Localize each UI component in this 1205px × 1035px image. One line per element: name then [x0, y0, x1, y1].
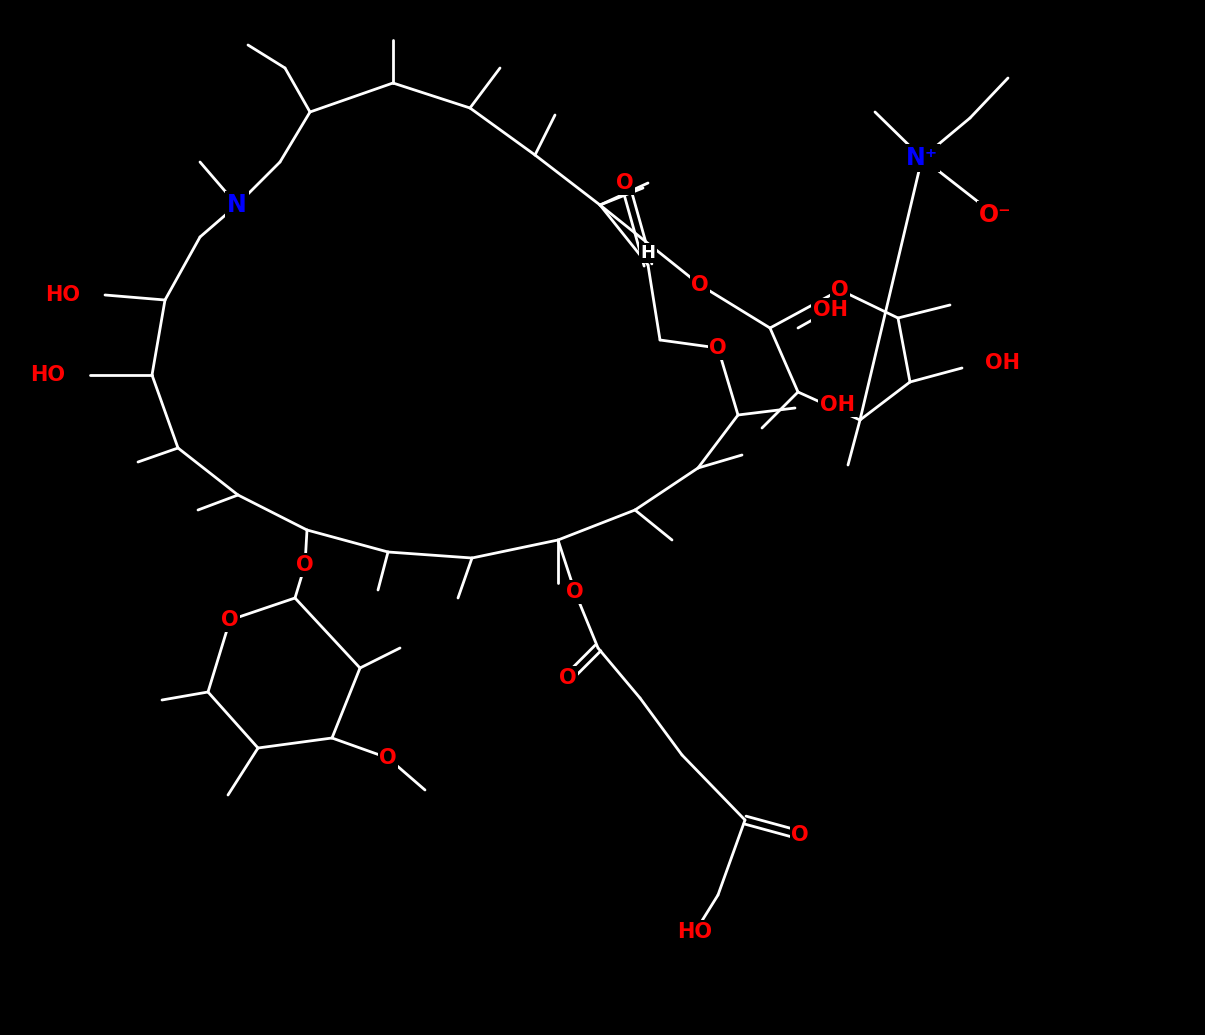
Text: O: O — [710, 338, 727, 358]
Text: O: O — [692, 275, 709, 295]
Text: H: H — [641, 244, 656, 262]
Text: O: O — [380, 748, 396, 768]
Text: HO: HO — [45, 285, 80, 305]
Text: OH: OH — [984, 353, 1019, 373]
Text: O⁻: O⁻ — [978, 203, 1011, 227]
Text: N⁺: N⁺ — [906, 146, 939, 170]
Text: HO: HO — [30, 365, 65, 385]
Text: O: O — [792, 825, 809, 845]
Text: O: O — [831, 280, 848, 300]
Text: O: O — [296, 555, 313, 575]
Text: O: O — [566, 582, 583, 602]
Text: OH: OH — [812, 300, 847, 320]
Text: O: O — [616, 173, 634, 193]
Text: N: N — [227, 193, 247, 217]
Text: HO: HO — [677, 922, 712, 942]
Text: O: O — [559, 668, 577, 688]
Text: O: O — [222, 610, 239, 630]
Text: OH: OH — [819, 395, 856, 415]
